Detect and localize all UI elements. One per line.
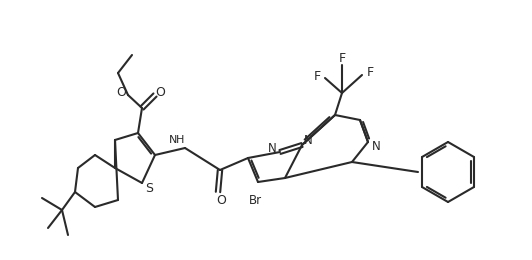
Text: O: O: [216, 193, 226, 206]
Text: S: S: [145, 181, 153, 194]
Text: Br: Br: [248, 193, 262, 206]
Text: N: N: [169, 135, 177, 145]
Text: N: N: [372, 140, 380, 153]
Text: N: N: [304, 133, 312, 146]
Text: F: F: [367, 67, 373, 80]
Text: F: F: [338, 53, 346, 66]
Text: O: O: [116, 87, 126, 100]
Text: F: F: [313, 70, 321, 83]
Text: N: N: [268, 141, 277, 154]
Text: H: H: [176, 135, 184, 145]
Text: O: O: [155, 86, 165, 99]
